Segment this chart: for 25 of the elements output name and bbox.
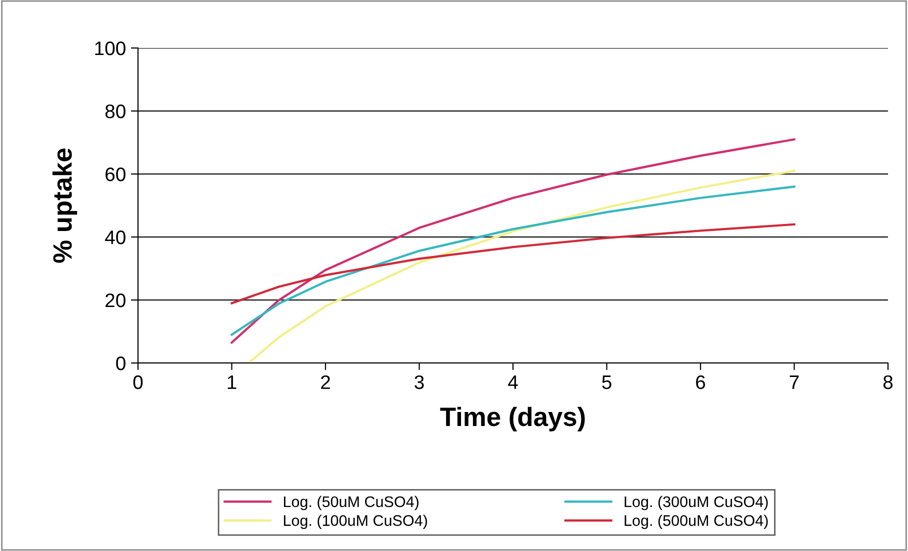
x-tick-label: 5 bbox=[602, 376, 612, 390]
x-tick-label: 0 bbox=[133, 375, 143, 390]
y-tick-label: 80 bbox=[105, 104, 126, 118]
x-tick-label: 8 bbox=[883, 375, 893, 390]
x-tick-label: 4 bbox=[508, 376, 518, 389]
x-axis-title: Time (days) bbox=[440, 406, 585, 432]
legend-label: Log. (500uM CuSO4) bbox=[624, 514, 768, 529]
x-tick-label: 1 bbox=[228, 376, 236, 389]
y-tick-label: 60 bbox=[106, 167, 126, 182]
x-tick-label: 2 bbox=[321, 375, 330, 389]
line-series bbox=[230, 185, 796, 336]
legend-label: Log. (300uM CuSO4) bbox=[624, 496, 768, 510]
y-tick-label: 0 bbox=[116, 356, 126, 370]
line-series bbox=[249, 170, 796, 363]
x-tick-label: 3 bbox=[414, 375, 424, 390]
x-tick-label: 6 bbox=[696, 375, 706, 390]
y-tick-label: 20 bbox=[106, 293, 126, 308]
y-tick-label: 40 bbox=[105, 230, 126, 244]
x-tick-label: 7 bbox=[790, 376, 799, 389]
y-tick-label: 100 bbox=[95, 41, 126, 56]
legend-label: Log. (50uM CuSO4) bbox=[284, 496, 418, 510]
legend-label: Log. (100uM CuSO4) bbox=[284, 514, 427, 529]
line-series bbox=[230, 223, 796, 304]
line-series bbox=[230, 138, 796, 344]
y-axis-title: % uptake bbox=[52, 148, 78, 263]
